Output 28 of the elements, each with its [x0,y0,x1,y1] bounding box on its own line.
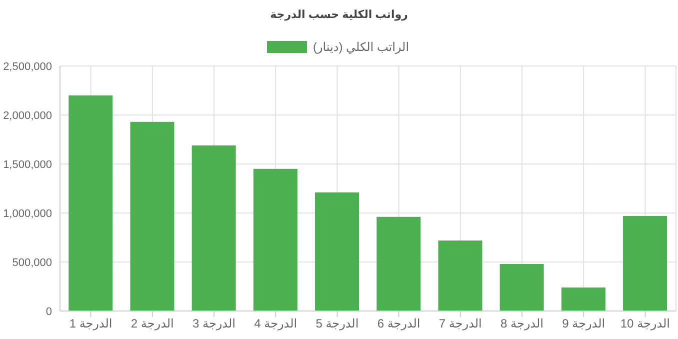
bar [561,287,606,311]
x-tick-label: الدرجة 2 [130,316,174,331]
x-tick-label: الدرجة 10 [620,316,670,331]
bar [130,122,174,311]
x-tick-label: الدرجة 7 [438,316,482,331]
legend-label: الراتب الكلي (دينار) [312,40,410,54]
x-tick-label: الدرجة 9 [562,316,606,331]
bar [253,168,298,311]
bar [438,240,482,311]
bar [315,192,360,311]
x-tick-label: الدرجة 3 [192,316,236,331]
x-tick-label: الدرجة 8 [500,316,544,331]
y-tick-label: 1,500,000 [3,158,52,171]
bar [376,216,421,311]
x-tick-label: الدرجة 6 [377,316,420,331]
y-tick-label: 0 [46,306,52,318]
bar [68,95,113,311]
bar [192,145,236,311]
bar [500,264,544,311]
chart-title: رواتب الكلية حسب الدرجة [269,8,409,21]
x-tick-label: الدرجة 5 [316,316,359,331]
y-tick-label: 2,000,000 [3,110,52,122]
bar [623,216,668,311]
x-tick-label: الدرجة 1 [69,316,112,331]
y-tick-label: 500,000 [12,256,52,269]
y-tick-label: 2,500,000 [3,60,52,73]
y-tick-label: 1,000,000 [3,208,52,220]
x-tick-label: الدرجة 4 [254,316,298,331]
